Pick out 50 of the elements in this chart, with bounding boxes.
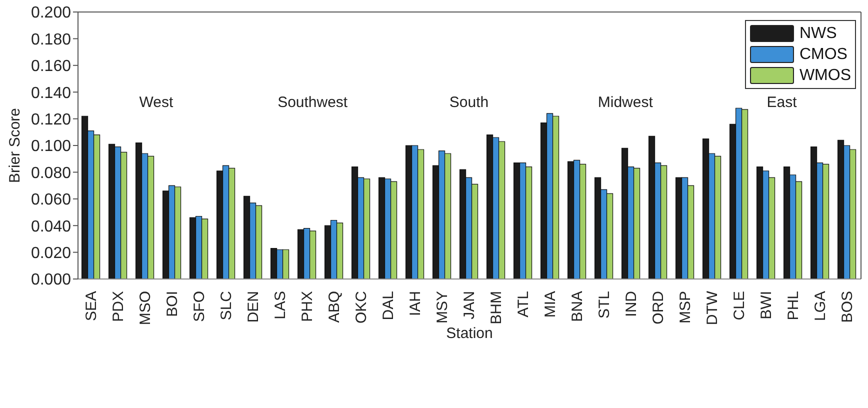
x-tick-label: LAS: [272, 291, 289, 320]
x-tick-label: BOI: [164, 291, 181, 317]
legend-label: CMOS: [799, 46, 848, 64]
x-tick-label: PDX: [110, 291, 127, 322]
x-tick-label: SEA: [83, 291, 100, 322]
legend-label: WMOS: [799, 66, 851, 84]
annotation: East: [766, 94, 797, 111]
y-tick-label: 0.200: [30, 4, 72, 22]
x-axis-title: Station: [446, 325, 493, 342]
x-tick-label: IAH: [407, 291, 424, 316]
y-tick-label: 0.140: [30, 84, 72, 102]
x-tick-label: MSO: [137, 291, 154, 326]
x-tick-label: DTW: [704, 290, 721, 326]
x-tick-label: SLC: [218, 290, 235, 320]
x-tick-label: MSY: [434, 291, 451, 324]
x-tick-label: JAN: [461, 291, 478, 320]
x-tick-label: CLE: [731, 291, 748, 320]
x-tick-label: STL: [596, 291, 613, 319]
y-tick-label: 0.080: [30, 164, 72, 182]
x-tick-label: PHX: [299, 291, 316, 322]
y-tick-label: 0.040: [30, 218, 72, 236]
x-tick-label: DAL: [380, 291, 397, 320]
x-tick-label: DEN: [245, 291, 262, 323]
y-tick-label: 0.000: [30, 272, 72, 289]
x-tick-label: ATL: [515, 291, 532, 318]
y-tick-label: 0.180: [30, 31, 72, 48]
x-tick-label: ABQ: [326, 291, 343, 323]
x-tick-label: ORD: [650, 290, 667, 324]
x-tick-label: MSP: [677, 291, 694, 324]
x-tick-label: MIA: [542, 291, 559, 318]
x-tick-label: LGA: [812, 291, 829, 322]
x-tick-label: BNA: [569, 291, 586, 322]
annotation: Southwest: [278, 94, 348, 111]
annotation: Midwest: [598, 94, 653, 111]
annotation: West: [139, 94, 174, 111]
y-tick-label: 0.160: [30, 58, 72, 76]
y-tick-label: 0.120: [30, 111, 72, 128]
x-tick-label: SFO: [191, 291, 208, 322]
y-axis-title: Brier Score: [6, 108, 24, 184]
x-tick-label: PHL: [785, 291, 802, 320]
y-tick-label: 0.100: [30, 138, 72, 156]
y-tick-label: 0.060: [30, 192, 72, 209]
x-tick-label: IND: [623, 290, 640, 317]
legend-label: NWS: [799, 24, 837, 42]
x-tick-label: BWI: [758, 291, 775, 320]
y-tick-label: 0.020: [30, 244, 72, 262]
x-tick-label: BOS: [839, 291, 856, 323]
x-tick-label: OKC: [353, 290, 370, 324]
annotation: South: [449, 94, 489, 111]
x-tick-label: BHM: [488, 291, 505, 324]
